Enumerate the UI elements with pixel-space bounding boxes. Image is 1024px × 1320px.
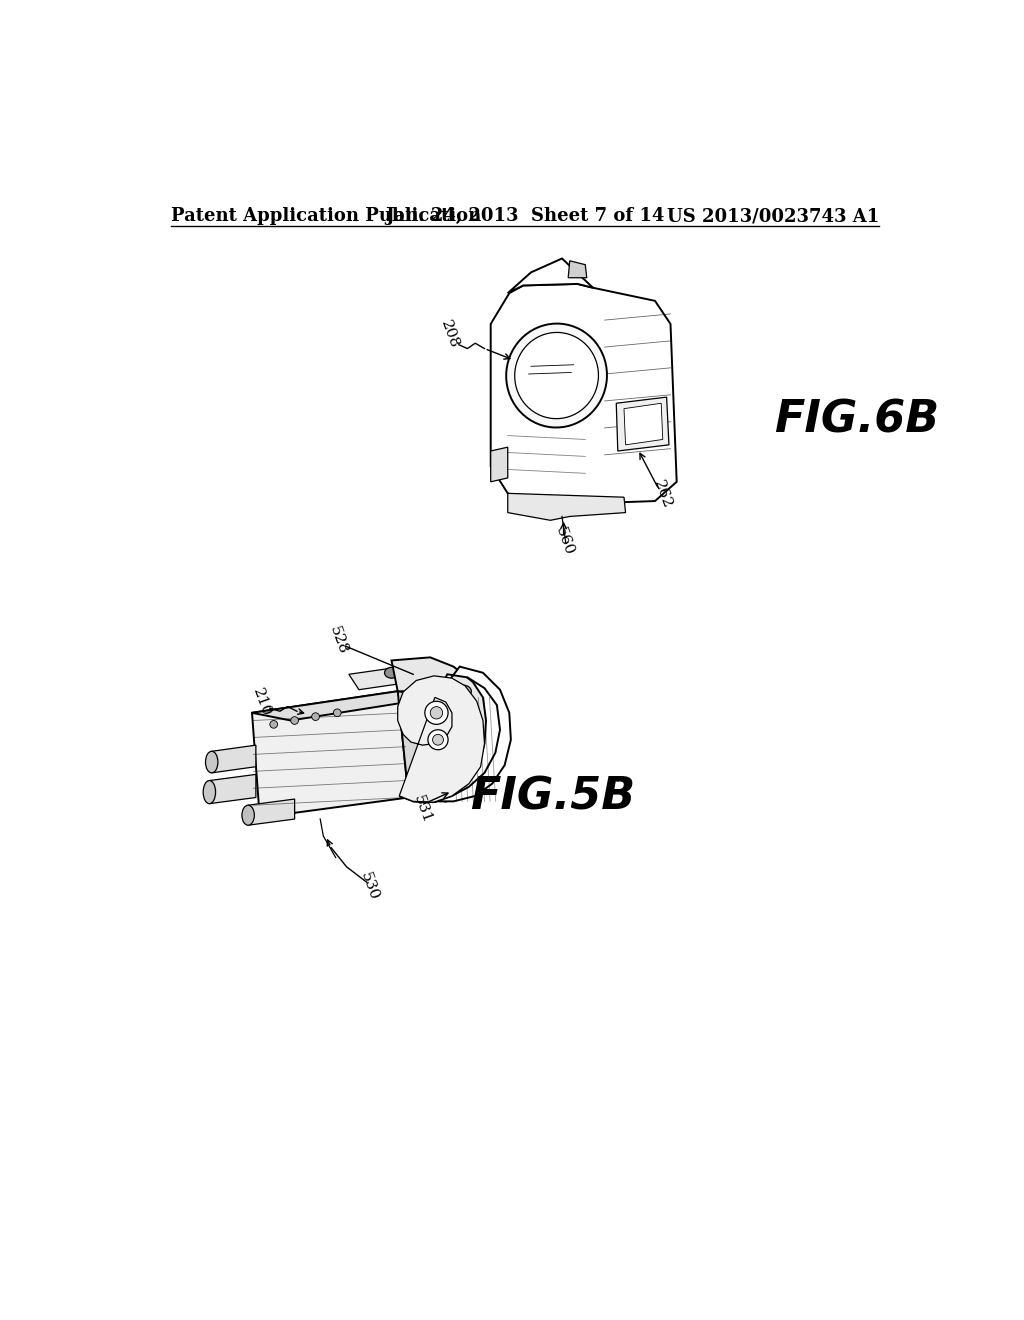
Text: 262: 262 — [651, 478, 675, 511]
Ellipse shape — [455, 685, 471, 697]
Circle shape — [291, 717, 299, 725]
Polygon shape — [349, 665, 423, 689]
Polygon shape — [397, 676, 484, 803]
Polygon shape — [568, 261, 587, 277]
Text: US 2013/0023743 A1: US 2013/0023743 A1 — [667, 207, 879, 226]
Polygon shape — [508, 494, 626, 520]
Text: FIG.5B: FIG.5B — [470, 776, 635, 818]
Text: 208: 208 — [438, 318, 461, 350]
Ellipse shape — [385, 668, 398, 678]
Polygon shape — [624, 404, 663, 445]
Polygon shape — [209, 775, 256, 804]
Ellipse shape — [461, 760, 477, 774]
Ellipse shape — [203, 780, 216, 804]
Polygon shape — [490, 447, 508, 482]
Circle shape — [430, 706, 442, 719]
Text: 528: 528 — [328, 624, 350, 656]
Text: 530: 530 — [358, 870, 381, 902]
Polygon shape — [490, 284, 677, 506]
Polygon shape — [252, 692, 436, 721]
Text: FIG.6B: FIG.6B — [774, 399, 939, 442]
Circle shape — [311, 713, 319, 721]
Polygon shape — [212, 744, 256, 774]
Polygon shape — [616, 397, 669, 451]
Circle shape — [428, 730, 449, 750]
Text: 560: 560 — [553, 525, 575, 557]
Polygon shape — [248, 799, 295, 825]
Text: Jan. 24, 2013  Sheet 7 of 14: Jan. 24, 2013 Sheet 7 of 14 — [385, 207, 665, 226]
Polygon shape — [252, 692, 409, 817]
Circle shape — [270, 721, 278, 729]
Circle shape — [425, 701, 449, 725]
Polygon shape — [409, 667, 511, 803]
Text: 531: 531 — [411, 793, 434, 825]
Ellipse shape — [515, 333, 598, 418]
Circle shape — [432, 734, 443, 744]
Circle shape — [334, 709, 341, 717]
Ellipse shape — [506, 323, 607, 428]
Polygon shape — [391, 657, 486, 803]
Text: 210: 210 — [250, 686, 272, 718]
Polygon shape — [397, 692, 445, 801]
Text: Patent Application Publication: Patent Application Publication — [171, 207, 481, 226]
Ellipse shape — [206, 751, 218, 774]
Ellipse shape — [242, 805, 254, 825]
Polygon shape — [508, 259, 593, 293]
